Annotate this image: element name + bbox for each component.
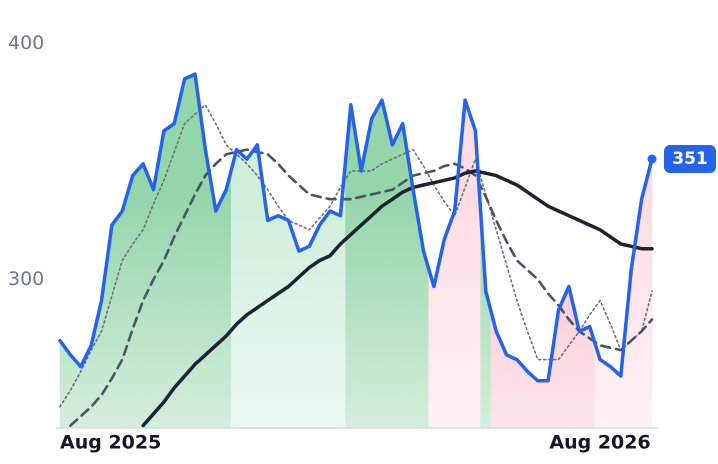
area-fade [56, 0, 658, 428]
y-tick-label: 300 [8, 268, 44, 290]
line-layer [58, 72, 654, 428]
series-line [141, 169, 654, 428]
label-layer: 300 400 Aug 2025 Aug 2026 351 [8, 32, 716, 454]
series-line [58, 72, 654, 383]
series-line [59, 104, 653, 408]
last-point [647, 154, 657, 164]
x-tick-label: Aug 2026 [549, 432, 650, 454]
series-line [69, 148, 654, 427]
value-badge [664, 145, 716, 174]
y-tick-label: 400 [8, 32, 44, 54]
x-tick-label: Aug 2025 [60, 432, 161, 454]
value-label: 351 [672, 149, 708, 169]
